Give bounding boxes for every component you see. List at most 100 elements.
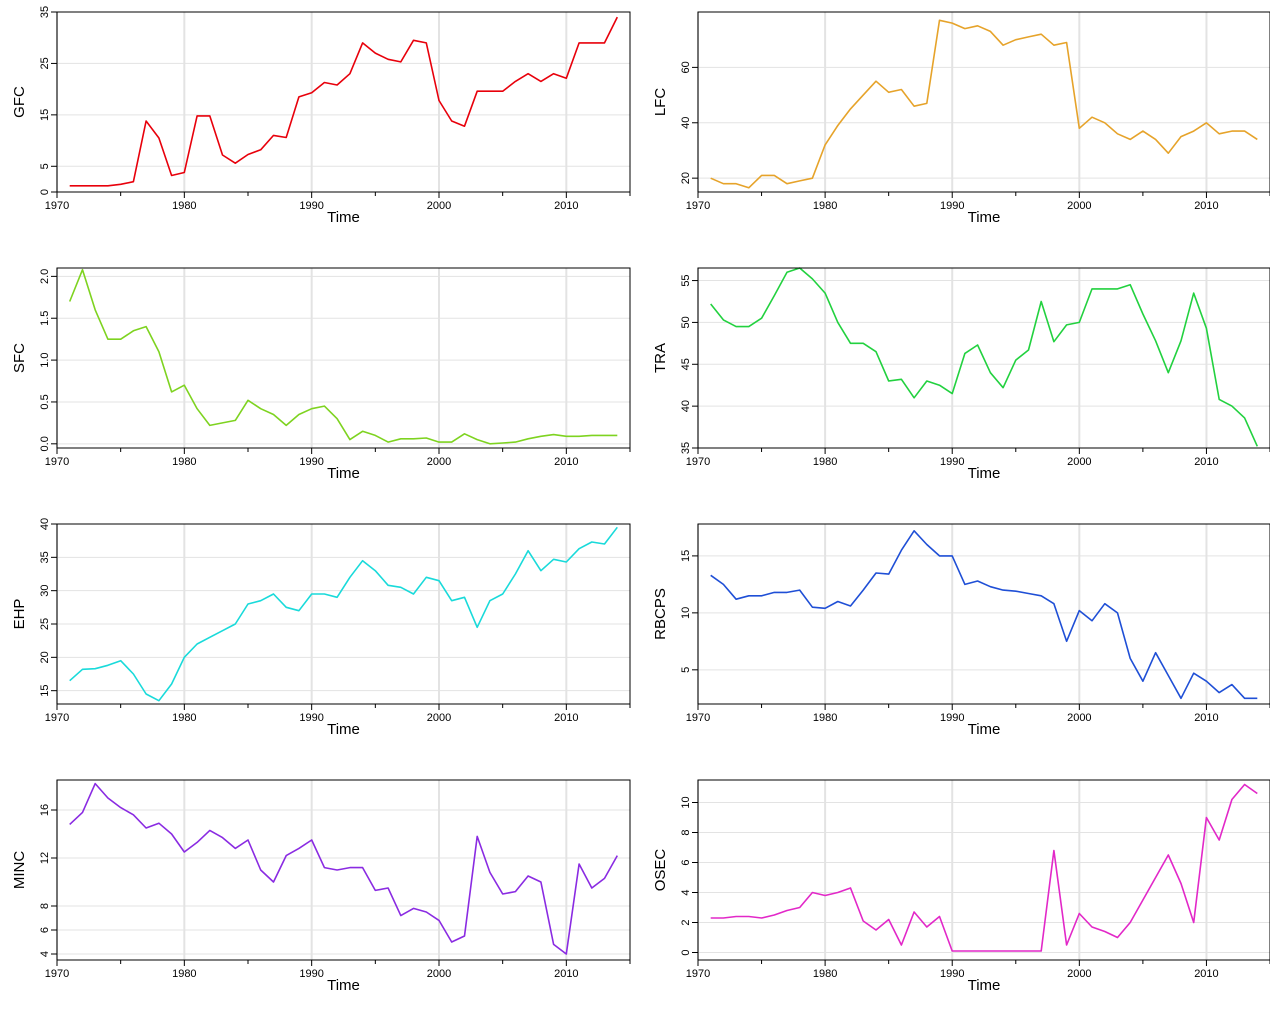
data-point-lfc <box>786 182 788 184</box>
data-point-gfc <box>81 185 83 187</box>
x-tick-label: 1970 <box>686 712 710 724</box>
panel-tra: 1970 1980 1990 2000 2010 35 40 45 50 55 Time TRA <box>652 267 1270 482</box>
x-axis-title: Time <box>968 977 1001 994</box>
data-point-minc <box>527 875 529 877</box>
x-axis-title: Time <box>327 209 360 226</box>
data-point-minc <box>616 854 618 856</box>
data-point-minc <box>387 887 389 889</box>
data-point-ehp <box>425 576 427 578</box>
x-tick-label: 1990 <box>299 200 323 212</box>
plot-frame <box>697 267 1270 449</box>
y-axis-title: TRA <box>652 343 669 373</box>
data-point-tra <box>722 319 724 321</box>
y-tick-label: 0 <box>39 189 51 195</box>
data-point-lfc <box>748 187 750 189</box>
x-tick-label: 1980 <box>813 712 837 724</box>
data-point-rbcps <box>1015 590 1017 592</box>
data-point-sfc <box>565 435 567 437</box>
data-point-osec <box>824 894 826 896</box>
data-point-ehp <box>463 596 465 598</box>
data-point-sfc <box>209 424 211 426</box>
data-point-lfc <box>1065 41 1067 43</box>
data-point-rbcps <box>951 555 953 557</box>
data-point-osec <box>1129 921 1131 923</box>
x-tick-label: 2000 <box>427 456 451 468</box>
data-point-ehp <box>298 609 300 611</box>
data-point-gfc <box>260 149 262 151</box>
data-point-ehp <box>94 667 96 669</box>
data-point-rbcps <box>1078 609 1080 611</box>
data-point-tra <box>1091 288 1093 290</box>
data-point-rbcps <box>1231 683 1233 685</box>
data-point-minc <box>501 893 503 895</box>
data-point-ehp <box>107 664 109 666</box>
plot-frame <box>56 267 631 449</box>
data-point-osec <box>964 950 966 952</box>
data-point-tra <box>1015 359 1017 361</box>
data-point-osec <box>862 920 864 922</box>
data-point-gfc <box>387 58 389 60</box>
data-point-osec <box>710 917 712 919</box>
x-tick-label: 1970 <box>45 712 69 724</box>
data-point-ehp <box>476 626 478 628</box>
data-point-osec <box>1243 783 1245 785</box>
data-point-minc <box>183 851 185 853</box>
data-point-sfc <box>221 422 223 424</box>
plot-frame <box>56 779 631 961</box>
data-point-lfc <box>887 91 889 93</box>
data-point-ehp <box>603 543 605 545</box>
data-point-lfc <box>1231 130 1233 132</box>
data-point-tra <box>849 342 851 344</box>
data-point-rbcps <box>862 589 864 591</box>
data-point-minc <box>400 914 402 916</box>
data-point-sfc <box>132 330 134 332</box>
data-point-rbcps <box>887 573 889 575</box>
data-point-rbcps <box>989 585 991 587</box>
data-point-sfc <box>400 438 402 440</box>
data-point-tra <box>1167 371 1169 373</box>
x-tick-label: 1980 <box>813 456 837 468</box>
data-point-sfc <box>616 434 618 436</box>
x-tick-label: 1990 <box>940 200 964 212</box>
data-point-sfc <box>69 300 71 302</box>
data-point-ehp <box>69 679 71 681</box>
data-point-tra <box>1027 349 1029 351</box>
data-point-osec <box>1002 950 1004 952</box>
data-point-minc <box>514 890 516 892</box>
data-point-gfc <box>196 115 198 117</box>
data-point-tra <box>710 303 712 305</box>
data-point-tra <box>1078 321 1080 323</box>
data-point-rbcps <box>760 595 762 597</box>
data-point-osec <box>773 914 775 916</box>
data-point-osec <box>976 950 978 952</box>
data-point-minc <box>451 941 453 943</box>
data-point-ehp <box>527 549 529 551</box>
data-point-lfc <box>773 174 775 176</box>
y-tick-label: 10 <box>680 607 692 619</box>
data-point-osec <box>1193 921 1195 923</box>
data-point-gfc <box>234 162 236 164</box>
data-point-sfc <box>514 441 516 443</box>
data-point-minc <box>476 835 478 837</box>
data-point-rbcps <box>1065 640 1067 642</box>
data-point-sfc <box>323 405 325 407</box>
data-point-lfc <box>735 182 737 184</box>
data-point-tra <box>964 352 966 354</box>
data-point-osec <box>1027 950 1029 952</box>
data-point-tra <box>773 294 775 296</box>
y-tick-label: 8 <box>39 903 51 909</box>
y-tick-label: 16 <box>39 804 51 816</box>
data-point-gfc <box>145 120 147 122</box>
data-point-tra <box>748 325 750 327</box>
x-tick-label: 2000 <box>1067 456 1091 468</box>
data-point-ehp <box>552 558 554 560</box>
y-tick-label: 25 <box>39 57 51 69</box>
x-tick-label: 2010 <box>554 456 578 468</box>
data-point-sfc <box>310 407 312 409</box>
y-tick-label: 15 <box>39 685 51 697</box>
data-point-minc <box>119 806 121 808</box>
data-point-rbcps <box>1053 603 1055 605</box>
data-point-ehp <box>387 584 389 586</box>
data-point-osec <box>938 915 940 917</box>
data-point-tra <box>875 351 877 353</box>
